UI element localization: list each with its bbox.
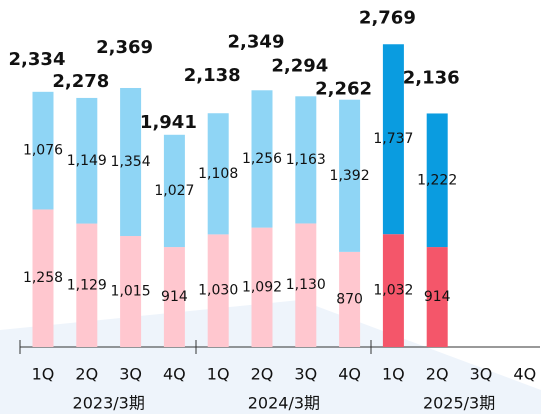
bar-segment bbox=[339, 99, 361, 252]
data-label: 1,130 bbox=[286, 277, 326, 293]
bar-segment bbox=[76, 223, 98, 347]
total-label: 2,349 bbox=[228, 31, 285, 52]
data-label: 1,392 bbox=[330, 168, 370, 184]
data-label: 1,222 bbox=[417, 172, 457, 188]
group-label: 2023/3期 bbox=[73, 394, 145, 413]
x-tick-label: 4Q bbox=[163, 365, 186, 384]
total-label: 2,136 bbox=[403, 67, 460, 88]
bar-segment bbox=[382, 44, 404, 235]
x-tick-label: 1Q bbox=[32, 365, 55, 384]
data-label: 1,092 bbox=[242, 279, 282, 295]
group-label: 2025/3期 bbox=[423, 394, 495, 413]
total-label: 1,941 bbox=[140, 112, 197, 133]
bar-segment bbox=[251, 90, 273, 228]
total-label: 2,294 bbox=[271, 55, 328, 76]
bar-segment bbox=[76, 97, 98, 224]
bar-segment bbox=[295, 96, 317, 224]
x-tick-label: 4Q bbox=[513, 365, 536, 384]
x-tick-label: 2Q bbox=[75, 365, 98, 384]
total-label: 2,769 bbox=[359, 7, 416, 28]
total-label: 2,334 bbox=[9, 49, 66, 70]
total-label: 2,369 bbox=[96, 37, 153, 58]
data-label: 1,256 bbox=[242, 151, 282, 167]
data-label: 1,354 bbox=[111, 154, 151, 170]
bar-segment bbox=[426, 113, 448, 248]
data-label: 1,163 bbox=[286, 152, 326, 168]
bar-segment bbox=[207, 234, 229, 347]
bar-segment bbox=[32, 91, 54, 210]
data-label: 914 bbox=[424, 289, 451, 305]
data-label: 1,108 bbox=[198, 166, 238, 182]
data-label: 1,015 bbox=[111, 284, 151, 300]
bar-segment bbox=[163, 247, 185, 347]
bar-segment bbox=[382, 234, 404, 347]
bar-segment bbox=[120, 87, 142, 237]
data-label: 914 bbox=[161, 289, 188, 305]
data-label: 1,149 bbox=[67, 153, 107, 169]
x-tick-label: 3Q bbox=[470, 365, 493, 384]
bar-segment bbox=[120, 236, 142, 347]
data-label: 870 bbox=[336, 291, 363, 307]
total-label: 2,138 bbox=[184, 65, 241, 86]
x-tick-label: 1Q bbox=[382, 365, 405, 384]
total-label: 2,278 bbox=[52, 71, 109, 92]
bar-segment bbox=[339, 251, 361, 347]
data-label: 1,076 bbox=[23, 143, 63, 159]
data-label: 1,129 bbox=[67, 277, 107, 293]
total-label: 2,262 bbox=[315, 79, 372, 100]
x-tick-label: 2Q bbox=[426, 365, 449, 384]
bar-segment bbox=[163, 134, 185, 248]
bar-segment bbox=[207, 113, 229, 235]
x-tick-label: 3Q bbox=[294, 365, 317, 384]
x-tick-label: 1Q bbox=[207, 365, 230, 384]
data-label: 1,030 bbox=[198, 283, 238, 299]
data-label: 1,027 bbox=[154, 183, 194, 199]
data-label: 1,737 bbox=[373, 131, 413, 147]
bar-segment bbox=[251, 227, 273, 347]
x-tick-label: 4Q bbox=[338, 365, 361, 384]
group-label: 2024/3期 bbox=[248, 394, 320, 413]
data-label: 1,032 bbox=[373, 283, 413, 299]
data-label: 1,258 bbox=[23, 270, 63, 286]
bar-segment bbox=[32, 209, 54, 347]
bar-segment bbox=[295, 223, 317, 347]
bar-segment bbox=[426, 247, 448, 347]
x-tick-label: 3Q bbox=[119, 365, 142, 384]
x-tick-label: 2Q bbox=[251, 365, 274, 384]
